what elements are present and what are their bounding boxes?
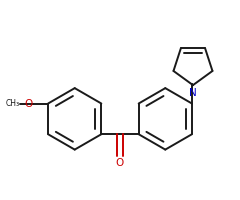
Text: O: O xyxy=(24,99,32,109)
Text: CH₃: CH₃ xyxy=(5,99,19,108)
Text: O: O xyxy=(116,158,124,168)
Text: N: N xyxy=(189,88,197,98)
